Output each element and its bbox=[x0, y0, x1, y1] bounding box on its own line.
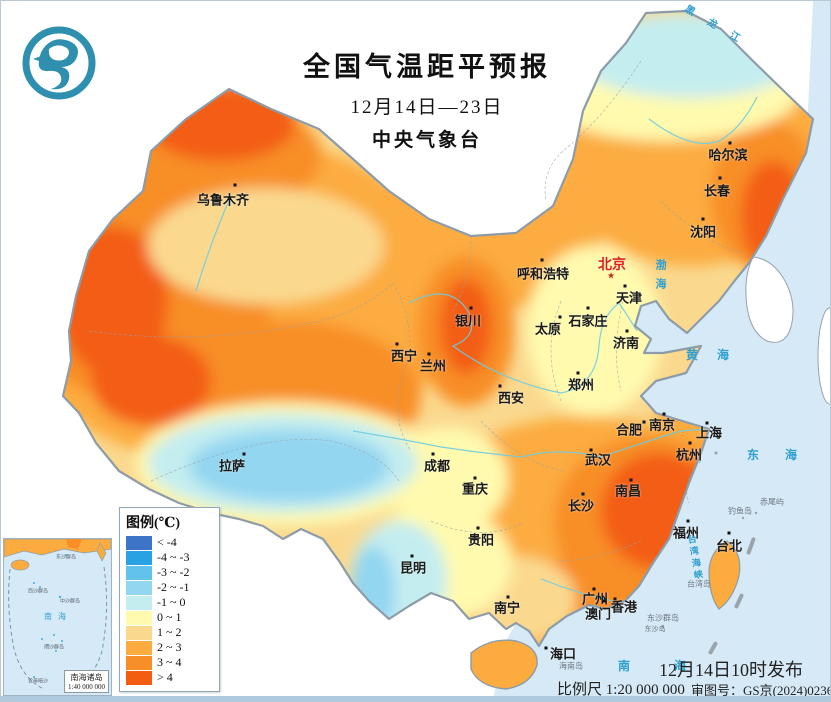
inset-island-label: 东沙群岛 bbox=[55, 555, 77, 561]
legend-label: 3 ~ 4 bbox=[157, 655, 182, 669]
title-block: 全国气温距平预报 12月14日—23日 中央气象台 bbox=[217, 45, 637, 152]
legend-row: -3 ~ -2 bbox=[126, 565, 213, 580]
legend-label: 2 ~ 3 bbox=[157, 640, 182, 654]
sea-area bbox=[493, 1, 830, 701]
islets bbox=[661, 451, 758, 655]
inset-caption: 南海诸岛 1:40 000 000 bbox=[64, 670, 109, 693]
legend-label: 0 ~ 1 bbox=[157, 610, 182, 624]
cma-dragon-logo bbox=[22, 26, 96, 100]
legend-row: 0 ~ 1 bbox=[126, 610, 213, 625]
approval-number: 审图号：GS京(2024)0236号 bbox=[691, 683, 831, 698]
legend-swatch bbox=[126, 655, 152, 670]
legend-swatch bbox=[126, 580, 152, 595]
legend-label: -4 ~ -3 bbox=[157, 550, 190, 564]
inset-island-label: 西沙群岛 bbox=[27, 589, 49, 595]
legend-row: -2 ~ -1 bbox=[126, 580, 213, 595]
hainan-island bbox=[470, 639, 538, 690]
legend-row: -1 ~ 0 bbox=[126, 595, 213, 610]
inset-island-label: 南沙群岛 bbox=[43, 645, 65, 651]
legend-row: 2 ~ 3 bbox=[126, 640, 213, 655]
inset-island-label: 中沙群岛 bbox=[59, 599, 81, 605]
legend-label: > 4 bbox=[157, 670, 173, 684]
issue-time: 12月14日10时发布 bbox=[659, 660, 803, 680]
legend-swatch bbox=[126, 595, 152, 610]
legend-row: 1 ~ 2 bbox=[126, 625, 213, 640]
page-title: 全国气温距平预报 bbox=[303, 52, 551, 82]
legend-label: 1 ~ 2 bbox=[157, 625, 182, 639]
map-scale: 比例尺 1:20 000 000 bbox=[557, 682, 685, 698]
province-boundaries bbox=[88, 60, 742, 562]
legend-swatch bbox=[126, 610, 152, 625]
legend-swatch bbox=[126, 640, 152, 655]
legend-swatch bbox=[126, 550, 152, 565]
legend-label: < -4 bbox=[157, 535, 177, 549]
inset-scale: 1:40 000 000 bbox=[68, 683, 105, 691]
issuing-agency: 中央气象台 bbox=[371, 130, 482, 151]
inset-sea-label: 南海 bbox=[44, 612, 72, 621]
legend-row: > 4 bbox=[126, 670, 213, 685]
legend-swatch bbox=[126, 535, 152, 550]
rivers bbox=[195, 96, 758, 602]
legend-label: -1 ~ 0 bbox=[157, 595, 186, 609]
legend-swatch bbox=[126, 565, 152, 580]
legend-swatch bbox=[126, 625, 152, 640]
japan-islands bbox=[817, 307, 830, 405]
legend-row: < -4 bbox=[126, 535, 213, 550]
forecast-date-range: 12月14日—23日 bbox=[350, 97, 504, 118]
legend-label: -2 ~ -1 bbox=[157, 580, 190, 594]
legend-row: -4 ~ -3 bbox=[126, 550, 213, 565]
taiwan-island bbox=[708, 540, 741, 610]
inset-island-label: 曾母暗沙 bbox=[27, 679, 49, 685]
legend-row: 3 ~ 4 bbox=[126, 655, 213, 670]
legend-swatch bbox=[126, 670, 152, 685]
inset-map bbox=[4, 539, 111, 690]
legend-title: 图例(℃) bbox=[126, 516, 181, 531]
bottom-frame-strip bbox=[1, 696, 830, 701]
china-border bbox=[61, 9, 815, 648]
legend-label: -3 ~ -2 bbox=[157, 565, 190, 579]
south-china-sea-inset: 南海 南海诸岛 1:40 000 000 东沙群岛西沙群岛中沙群岛南沙群岛曾母暗… bbox=[3, 538, 112, 696]
inset-title: 南海诸岛 bbox=[70, 673, 103, 682]
korea-peninsula bbox=[745, 256, 794, 343]
